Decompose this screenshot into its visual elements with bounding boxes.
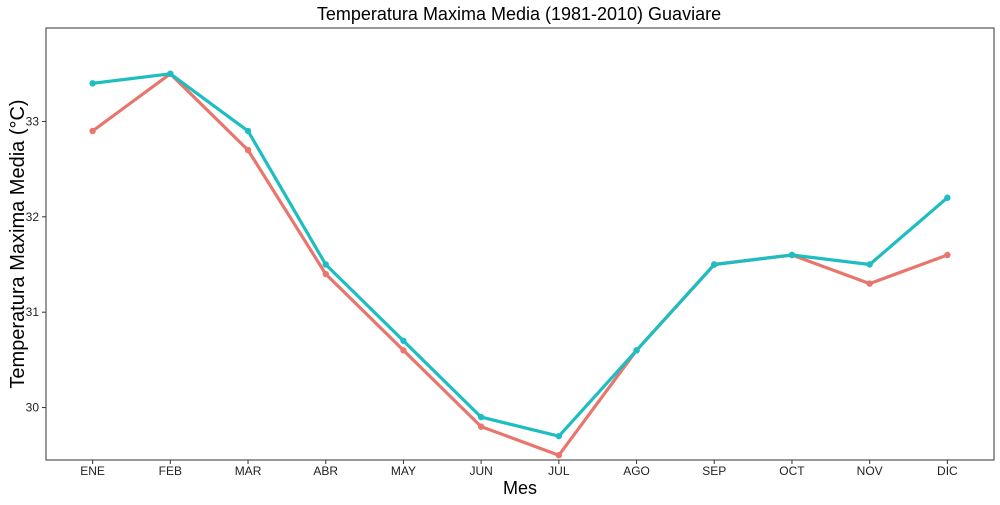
data-point [944,251,951,259]
x-tick-label: OCT [779,464,805,478]
data-point [477,423,485,430]
series-2 [89,70,951,440]
x-tick-label: SEP [702,464,726,478]
data-point [788,251,796,259]
data-point [866,261,873,268]
x-tick-label: DIC [937,464,958,478]
data-point [400,337,407,344]
data-point [322,261,329,268]
data-point [167,70,174,77]
data-point [866,280,873,287]
x-tick-label: JUL [548,464,570,478]
data-point [89,80,96,87]
x-tick-label: MAY [391,464,416,478]
y-tick-label: 30 [26,401,40,415]
series-line [90,72,950,457]
data-point [555,452,563,459]
x-axis: ENE FEB MAR ABR MAY JUN JUL AGO SEP OCT NOV DIC [80,460,958,478]
x-tick-label: MAR [235,464,262,478]
y-tick-label: 32 [26,210,40,224]
data-point [944,194,951,201]
y-tick-label: 33 [26,114,40,128]
y-tick-label: 31 [26,305,40,319]
data-point [244,127,252,135]
x-tick-label: FEB [159,464,182,478]
x-tick-label: ABR [313,464,338,478]
x-tick-label: JUN [469,464,492,478]
chart-title: Temperatura Maxima Media (1981-2010) Gua… [317,4,721,24]
y-axis-title: Temperatura Maxima Media (°C) [7,99,29,388]
x-tick-label: ENE [80,464,105,478]
x-tick-label: NOV [857,464,883,478]
data-point [555,432,563,440]
x-tick-label: AGO [623,464,650,478]
data-point [400,347,407,354]
data-point [244,146,252,154]
series-layer [89,70,951,459]
x-axis-title: Mes [503,478,537,498]
data-point [633,347,640,354]
data-point [477,413,485,421]
data-point [89,127,96,135]
series-line [90,72,950,438]
data-point [711,261,718,268]
y-axis: 30 31 32 33 [26,114,46,415]
data-point [322,270,329,278]
